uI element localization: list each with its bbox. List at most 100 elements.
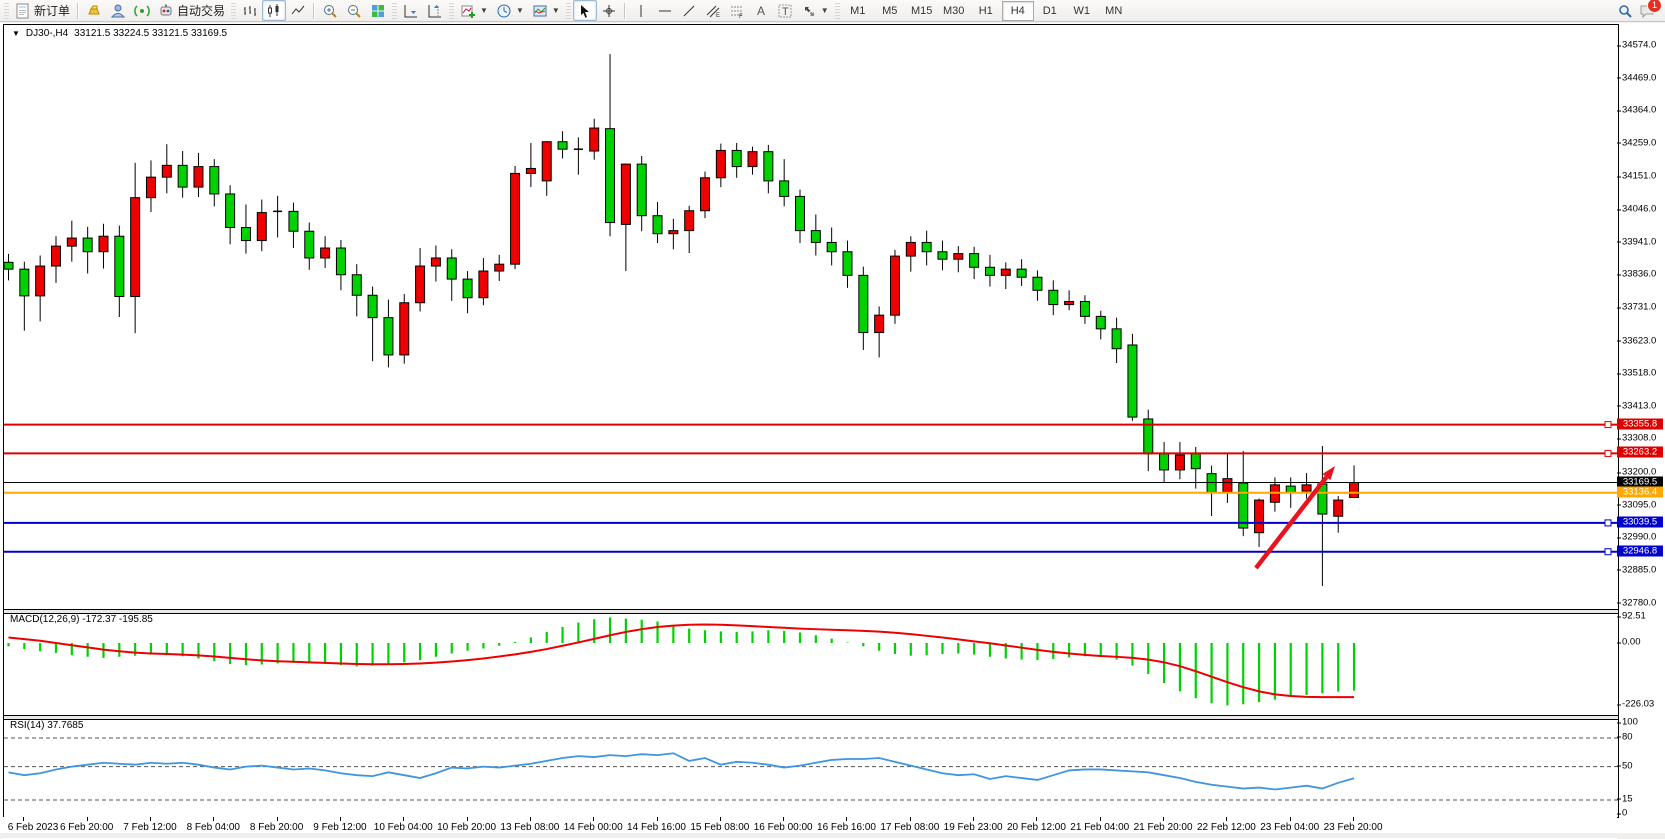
bear-candle <box>225 193 236 229</box>
chart-shift-button[interactable] <box>423 0 447 21</box>
crosshair-tool-button[interactable] <box>597 0 621 21</box>
zoom-out-button[interactable] <box>342 0 366 21</box>
indicators-dropdown-caret[interactable]: ▼ <box>480 6 488 15</box>
time-tick <box>466 817 468 821</box>
timeframe-button-m30[interactable]: M30 <box>943 4 965 17</box>
arrows-dropdown-caret[interactable]: ▼ <box>820 6 829 15</box>
bull-candle <box>35 265 46 297</box>
time-tick-label: 6 Feb 20:00 <box>59 822 114 833</box>
candlestick-chart-button[interactable] <box>262 0 287 21</box>
bear-candle <box>652 215 663 235</box>
gold-ingot-button[interactable] <box>82 0 106 21</box>
bear-candle <box>462 278 473 299</box>
signal-icon <box>134 4 150 17</box>
toolbar-grip[interactable] <box>392 2 398 19</box>
time-tick-label: 23 Feb 04:00 <box>1260 822 1320 833</box>
templates-button[interactable]: ▼ <box>528 0 564 21</box>
toolbar-grip[interactable] <box>449 2 455 19</box>
toolbar-grip[interactable] <box>565 2 571 19</box>
price-tick-label: 34574.0 <box>1616 39 1657 51</box>
support-line-1-handle[interactable] <box>1604 519 1612 527</box>
toolbar-grip[interactable] <box>834 2 840 19</box>
bear-candle <box>557 141 568 150</box>
label-tool-button[interactable]: T <box>773 0 797 21</box>
timeframe-button-mn[interactable]: MN <box>1105 4 1123 17</box>
bear-candle <box>335 247 346 276</box>
price-tick-label: 33308.0 <box>1616 432 1657 444</box>
cursor-tool-button[interactable] <box>572 0 597 21</box>
macd-pane[interactable] <box>4 612 1618 715</box>
price-pane[interactable] <box>4 25 1618 609</box>
resistance-line-2-handle[interactable] <box>1604 449 1612 457</box>
timeframe-button-m15[interactable]: M15 <box>911 4 933 17</box>
bear-candle <box>858 274 869 334</box>
bear-candle <box>240 227 251 242</box>
price-tick-label: 32885.0 <box>1616 564 1657 576</box>
tile-windows-button[interactable] <box>366 0 390 21</box>
timeframe-button-h1[interactable]: H1 <box>978 4 993 17</box>
svg-text:A: A <box>757 4 765 18</box>
text-tool-button[interactable]: A <box>749 0 773 21</box>
toolbar-grip[interactable] <box>231 2 237 19</box>
text-label-icon: T <box>778 4 792 18</box>
zoom-in-button[interactable] <box>318 0 342 21</box>
text-icon: A <box>757 4 765 18</box>
svg-text:T: T <box>782 6 789 18</box>
timeframe-button-d1[interactable]: D1 <box>1042 4 1057 17</box>
auto-scroll-button[interactable] <box>399 0 423 21</box>
indicators-button[interactable]: ▼ <box>456 0 492 21</box>
search-icon[interactable] <box>1617 3 1633 19</box>
periods-button[interactable]: ▼ <box>492 0 528 21</box>
time-tick <box>276 817 278 821</box>
templates-dropdown-caret[interactable]: ▼ <box>551 6 560 15</box>
timeframe-button-h4[interactable]: H4 <box>1001 0 1034 21</box>
chart-window: ▼ DJ30-,H4 33121.5 33224.5 33121.5 33169… <box>0 23 1665 839</box>
arrows-tool-button[interactable]: ▼ <box>797 0 833 21</box>
time-tick-label: 21 Feb 04:00 <box>1070 822 1130 833</box>
timeframe-button-w1[interactable]: W1 <box>1073 4 1090 17</box>
horizontal-line-icon <box>658 10 671 11</box>
trendline-tool-button[interactable] <box>677 0 701 21</box>
bull-candle <box>1174 454 1185 471</box>
support-line-2-handle[interactable] <box>1604 548 1612 556</box>
candlestick-chart-icon <box>268 3 279 17</box>
new-order-button[interactable]: 新订单 <box>11 0 74 21</box>
bear-candle <box>826 241 837 253</box>
time-tick-label: 14 Feb 00:00 <box>563 822 623 833</box>
resistance-line-1-handle[interactable] <box>1604 421 1612 429</box>
new-order-label: 新订单 <box>34 4 71 18</box>
auto-trading-button[interactable]: 自动交易 <box>154 0 229 21</box>
bar-chart-button[interactable] <box>238 0 262 21</box>
channel-tool-button[interactable]: E <box>701 0 725 21</box>
bear-candle <box>1095 315 1106 330</box>
signal-button[interactable] <box>130 0 154 21</box>
pane-separator[interactable] <box>4 715 1618 720</box>
chevron-down-icon[interactable]: ▼ <box>12 29 20 38</box>
toolbar-separator <box>623 2 626 19</box>
bear-candle <box>19 268 30 297</box>
vertical-line-tool-button[interactable] <box>629 0 653 21</box>
fibonacci-tool-button[interactable]: F <box>725 0 749 21</box>
timeframe-button-m1[interactable]: M1 <box>850 4 866 17</box>
horizontal-line-tool-button[interactable] <box>653 0 677 21</box>
toolbar-grip[interactable] <box>4 2 9 19</box>
symbol-period-label: DJ30-,H4 <box>25 28 69 39</box>
chart-shift-icon <box>428 4 442 17</box>
periods-dropdown-caret[interactable]: ▼ <box>515 6 524 15</box>
accounts-button[interactable] <box>106 0 130 21</box>
bull-candle <box>320 247 331 259</box>
chart-symbol-chip[interactable]: ▼ DJ30-,H4 33121.5 33224.5 33121.5 33169… <box>9 28 231 39</box>
timeframe-button-m5[interactable]: M5 <box>882 4 898 17</box>
rsi-pane[interactable] <box>4 718 1618 817</box>
line-chart-button[interactable] <box>286 0 310 21</box>
price-axis[interactable]: 34574.0 34469.0 34364.0 34259.0 34151.0 34046… <box>1616 24 1665 819</box>
bull-candle <box>874 314 885 334</box>
annotation-arrow[interactable] <box>1254 475 1329 570</box>
bull-candle <box>161 164 172 178</box>
annotation-arrow-head[interactable] <box>1322 466 1335 481</box>
rsi-indicator-label: RSI(14) 37.7685 <box>10 720 84 731</box>
bear-candle <box>82 237 93 253</box>
notifications-button[interactable]: 1 <box>1639 0 1662 19</box>
bull-candle <box>525 167 536 174</box>
pane-separator[interactable] <box>4 609 1618 614</box>
